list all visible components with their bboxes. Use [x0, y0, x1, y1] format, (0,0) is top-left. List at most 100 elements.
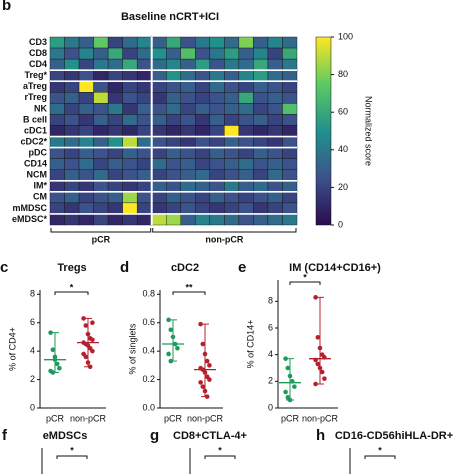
heatmap-cell [180, 114, 196, 126]
heatmap-cell [93, 147, 109, 159]
data-point [83, 354, 89, 360]
heatmap-cell [93, 158, 109, 170]
heatmap-cell [49, 213, 65, 226]
heatmap-cell [107, 169, 123, 181]
heatmap-cell [151, 47, 167, 60]
heatmap-cell [238, 36, 254, 49]
y-tick-label: 0.2 [142, 374, 155, 384]
heatmap-cell [78, 202, 94, 215]
heatmap-cell [282, 125, 298, 137]
y-tick-label: 6 [30, 317, 35, 327]
heatmap-cell [253, 103, 269, 115]
heatmap-cell [238, 47, 254, 60]
heatmap-cell [238, 69, 254, 82]
heatmap-cell [209, 114, 225, 126]
heatmap-cell [166, 125, 181, 137]
x-tick-label: pCR [46, 413, 65, 423]
data-point [204, 394, 210, 399]
significance-bracket [172, 291, 206, 295]
heatmap-cell [180, 58, 196, 71]
heatmap-cell [209, 58, 225, 71]
heatmap-cell [209, 213, 225, 226]
heatmap-cell [64, 213, 80, 226]
heatmap-cell [122, 58, 138, 71]
y-axis-label: % of CD4+ [7, 327, 17, 371]
heatmap-cell [151, 213, 167, 226]
colorbar-tick-label: 0 [338, 219, 343, 229]
significance: * [303, 272, 307, 282]
chart-title: eMDSCs [43, 430, 88, 442]
heatmap-cell [209, 147, 225, 159]
heatmap-cell [267, 69, 283, 82]
heatmap-cell [49, 58, 65, 71]
heatmap-cell [93, 180, 109, 193]
heatmap-cell [253, 58, 269, 71]
heatmap-cell [238, 136, 254, 148]
heatmap-cell [195, 58, 211, 71]
heatmap-cell [151, 169, 167, 181]
data-point [166, 351, 171, 357]
heatmap-cell [151, 92, 167, 104]
heatmap-cell [78, 92, 94, 104]
heatmap-cell [209, 81, 225, 93]
heatmap-cell [64, 103, 80, 115]
heatmap-cell [282, 114, 298, 126]
heatmap-cell [122, 103, 138, 115]
heatmap-cell [238, 147, 254, 159]
panel-letter: f [2, 427, 8, 444]
heatmap-cell [78, 213, 94, 226]
row-label: CD3 [29, 37, 47, 47]
heatmap-cell [267, 136, 283, 148]
heatmap-cell [195, 169, 211, 181]
heatmap-cell [166, 169, 181, 181]
significance: * [378, 445, 382, 455]
heatmap-cell [166, 202, 181, 215]
heatmap-cell [64, 36, 80, 49]
heatmap-cell [238, 92, 254, 104]
heatmap-cell [49, 92, 65, 104]
heatmap-cell [136, 136, 152, 148]
row-label: aTreg [23, 81, 47, 91]
y-axis-label: % of singlets [127, 323, 137, 375]
heatmap-cell [151, 147, 167, 159]
row-label: B cell [23, 114, 47, 124]
data-point [292, 384, 297, 389]
heatmap-cell [122, 92, 138, 104]
heatmap-cell [180, 92, 196, 104]
heatmap-cell [107, 213, 123, 226]
significance-bracket [54, 291, 89, 295]
heatmap-cell [122, 136, 138, 148]
data-point [90, 337, 95, 343]
heatmap-cell [151, 58, 167, 71]
heatmap-cell [78, 147, 94, 159]
heatmap-cell [253, 136, 269, 148]
heatmap-cell [224, 125, 240, 137]
heatmap-cell [64, 125, 80, 137]
data-point [168, 358, 174, 364]
heatmap-cell [166, 36, 181, 49]
heatmap-cell [107, 58, 123, 71]
data-point [50, 370, 56, 375]
heatmap-cell [93, 136, 109, 148]
heatmap-cell [136, 69, 152, 82]
data-point [83, 323, 89, 328]
heatmap-cell [107, 36, 123, 49]
heatmap-cell [180, 47, 196, 60]
panel-letter: d [120, 259, 129, 276]
data-point [322, 355, 327, 360]
heatmap-cell [136, 147, 152, 159]
heatmap-cell [78, 180, 94, 193]
colorbar-tick-label: 20 [338, 182, 348, 192]
heatmap-cell [224, 36, 240, 49]
y-tick-label: 0.4 [142, 346, 155, 356]
heatmap-cell [267, 213, 283, 226]
heatmap-cell [64, 81, 80, 93]
heatmap-cell [267, 180, 283, 193]
heatmap-cell [78, 125, 94, 137]
heatmap-cell [64, 158, 80, 170]
colorbar-tick-label: 100 [338, 31, 353, 41]
panel-letter: g [150, 427, 159, 444]
heatmap-cell [64, 169, 80, 181]
heatmap-cell [195, 92, 211, 104]
heatmap-cell [93, 125, 109, 137]
